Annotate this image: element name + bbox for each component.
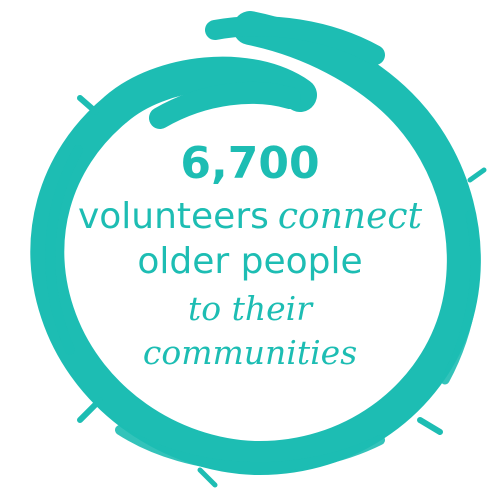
brush-circle-strokes	[30, 11, 487, 488]
stat-line-to-their: to their	[188, 289, 312, 328]
brush-stroke-texture-right	[440, 210, 480, 385]
brush-fleck-2	[417, 417, 443, 435]
brush-stroke-main	[30, 11, 481, 476]
stat-word-connect: connect	[277, 196, 423, 237]
stat-line-older-people: older people	[137, 241, 363, 282]
volunteer-count: 6,700	[180, 138, 320, 189]
stat-line-communities: communities	[142, 333, 358, 372]
brush-stroke-texture-bottom	[115, 425, 385, 473]
brush-stroke-texture-left	[45, 145, 83, 355]
brush-fleck-5	[197, 467, 218, 488]
brush-fleck-4	[467, 167, 487, 183]
stat-word-volunteers: volunteers	[77, 196, 269, 237]
brush-fleck-1	[77, 397, 103, 423]
brush-fleck-3	[77, 95, 99, 115]
stat-line-volunteers-connect: volunteers connect	[0, 194, 500, 239]
brush-stroke-curl	[149, 81, 301, 129]
brush-stroke-tail	[205, 16, 385, 65]
